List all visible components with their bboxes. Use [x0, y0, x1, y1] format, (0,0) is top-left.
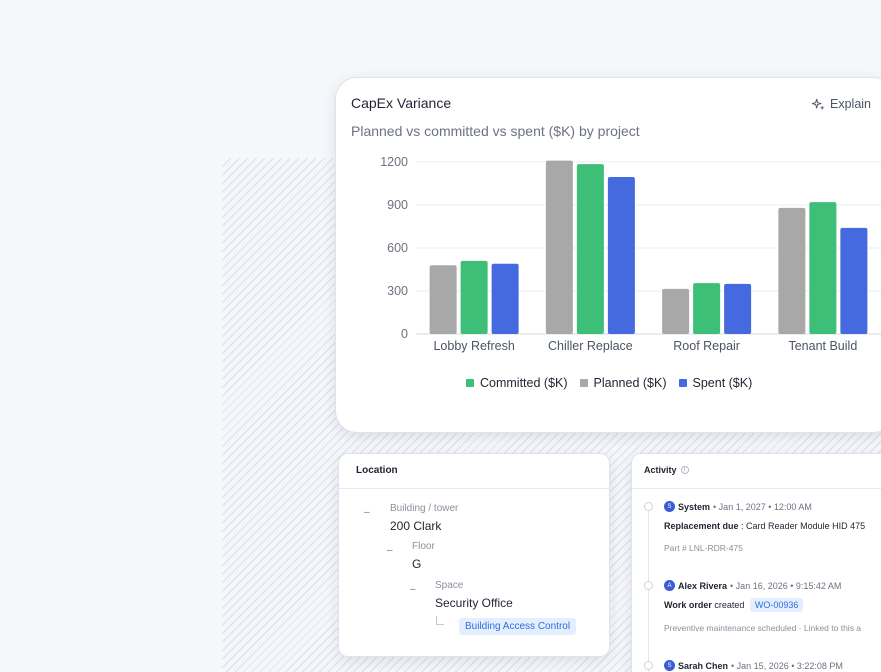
- x-tick-label: Chiller Replace: [548, 339, 633, 353]
- timeline-dot: [644, 502, 653, 511]
- sparkle-icon: [812, 98, 825, 110]
- collapse-building-toggle[interactable]: –: [364, 507, 370, 518]
- bar-lobby-refresh-spent[interactable]: [491, 263, 519, 334]
- collapse-space-toggle[interactable]: –: [410, 584, 416, 595]
- event-sub: Preventive maintenance scheduled · Linke…: [664, 623, 862, 633]
- explain-button[interactable]: Explain: [812, 97, 871, 111]
- bar-roof-repair-committed[interactable]: [693, 283, 721, 334]
- chart-subtitle: Planned vs committed vs spent ($K) by pr…: [351, 123, 640, 139]
- x-tick-label: Roof Repair: [673, 339, 740, 353]
- event-action: Work order: [664, 600, 712, 610]
- event-detail: created: [714, 600, 745, 610]
- event-detail: : Card Reader Module HID 475: [741, 521, 866, 531]
- info-icon[interactable]: i: [680, 466, 689, 474]
- bar-roof-repair-spent[interactable]: [724, 283, 752, 334]
- tree-connector: [436, 616, 444, 625]
- activity-card: Activity i S System • Jan 1, 2027 • 12:0…: [631, 453, 881, 672]
- avatar: A: [664, 580, 675, 591]
- event-sub: Part # LNL-RDR-475: [664, 543, 743, 553]
- y-tick-label: 1200: [380, 155, 408, 169]
- avatar: S: [664, 501, 675, 512]
- floor-value: G: [412, 557, 422, 571]
- event-meta: A Alex Rivera • Jan 16, 2026 • 9:15:42 A…: [664, 580, 841, 591]
- timeline-dot: [644, 661, 653, 670]
- event-time: • Jan 16, 2026 • 9:15:42 AM: [730, 580, 842, 591]
- collapse-floor-toggle[interactable]: –: [387, 545, 393, 556]
- floor-label: Floor: [412, 541, 435, 552]
- bar-chart: 0 300 600 900 1200 Lobby Refresh Chiller Repla…: [380, 155, 881, 353]
- explain-label: Explain: [830, 97, 871, 111]
- x-tick-label: Lobby Refresh: [433, 339, 514, 353]
- legend-swatch: [678, 379, 687, 387]
- bar-chiller-replace-committed[interactable]: [576, 164, 604, 334]
- legend-item[interactable]: Spent ($K): [678, 376, 753, 390]
- event-time: • Jan 1, 2027 • 12:00 AM: [713, 501, 812, 512]
- location-title: Location: [339, 454, 609, 489]
- capex-variance-card: CapEx Variance Planned vs committed vs s…: [335, 77, 881, 433]
- y-tick-label: 0: [401, 327, 408, 341]
- bar-lobby-refresh-committed[interactable]: [460, 260, 488, 334]
- legend-label: Committed ($K): [480, 376, 568, 390]
- legend-swatch: [466, 379, 474, 387]
- event-meta: S System • Jan 1, 2027 • 12:00 AM: [664, 501, 812, 512]
- legend-item[interactable]: Committed ($K): [466, 376, 568, 390]
- bar-lobby-refresh-planned[interactable]: [429, 265, 457, 334]
- event-user: Sarah Chen: [678, 660, 729, 671]
- y-tick-label: 900: [387, 198, 408, 212]
- bar-tenant-build-planned[interactable]: [778, 207, 806, 334]
- avatar: S: [664, 660, 675, 671]
- space-value: Security Office: [435, 596, 513, 610]
- event-description: Work order created WO-00936: [664, 598, 804, 612]
- chart-legend: Committed ($K) Planned ($K) Spent ($K): [466, 376, 752, 390]
- bar-chiller-replace-spent[interactable]: [607, 177, 635, 334]
- y-tick-label: 600: [387, 241, 408, 255]
- legend-label: Planned ($K): [593, 376, 667, 390]
- event-description: Replacement due : Card Reader Module HID…: [664, 521, 865, 531]
- event-user: Alex Rivera: [678, 580, 728, 591]
- system-tag[interactable]: Building Access Control: [459, 618, 577, 635]
- building-value: 200 Clark: [390, 519, 442, 533]
- timeline-dot: [644, 581, 653, 590]
- event-meta: S Sarah Chen • Jan 15, 2026 • 3:22:08 PM: [664, 660, 843, 671]
- event-time: • Jan 15, 2026 • 3:22:08 PM: [731, 660, 843, 671]
- event-user: System: [678, 501, 711, 512]
- x-tick-label: Tenant Build: [788, 339, 857, 353]
- location-card: Location – Building / tower 200 Clark – …: [338, 453, 610, 657]
- legend-label: Spent ($K): [692, 376, 753, 390]
- legend-item[interactable]: Planned ($K): [579, 376, 667, 390]
- bar-tenant-build-committed[interactable]: [809, 202, 837, 334]
- space-label: Space: [435, 580, 464, 591]
- bar-roof-repair-planned[interactable]: [662, 288, 690, 334]
- event-action: Replacement due: [664, 521, 739, 531]
- bar-tenant-build-spent[interactable]: [840, 227, 868, 334]
- activity-title: Activity: [644, 465, 677, 475]
- work-order-link[interactable]: WO-00936: [749, 598, 804, 612]
- bar-chiller-replace-planned[interactable]: [545, 160, 573, 334]
- chart-title: CapEx Variance: [351, 95, 452, 111]
- legend-swatch: [579, 379, 588, 387]
- y-tick-label: 300: [387, 284, 408, 298]
- building-label: Building / tower: [390, 503, 459, 514]
